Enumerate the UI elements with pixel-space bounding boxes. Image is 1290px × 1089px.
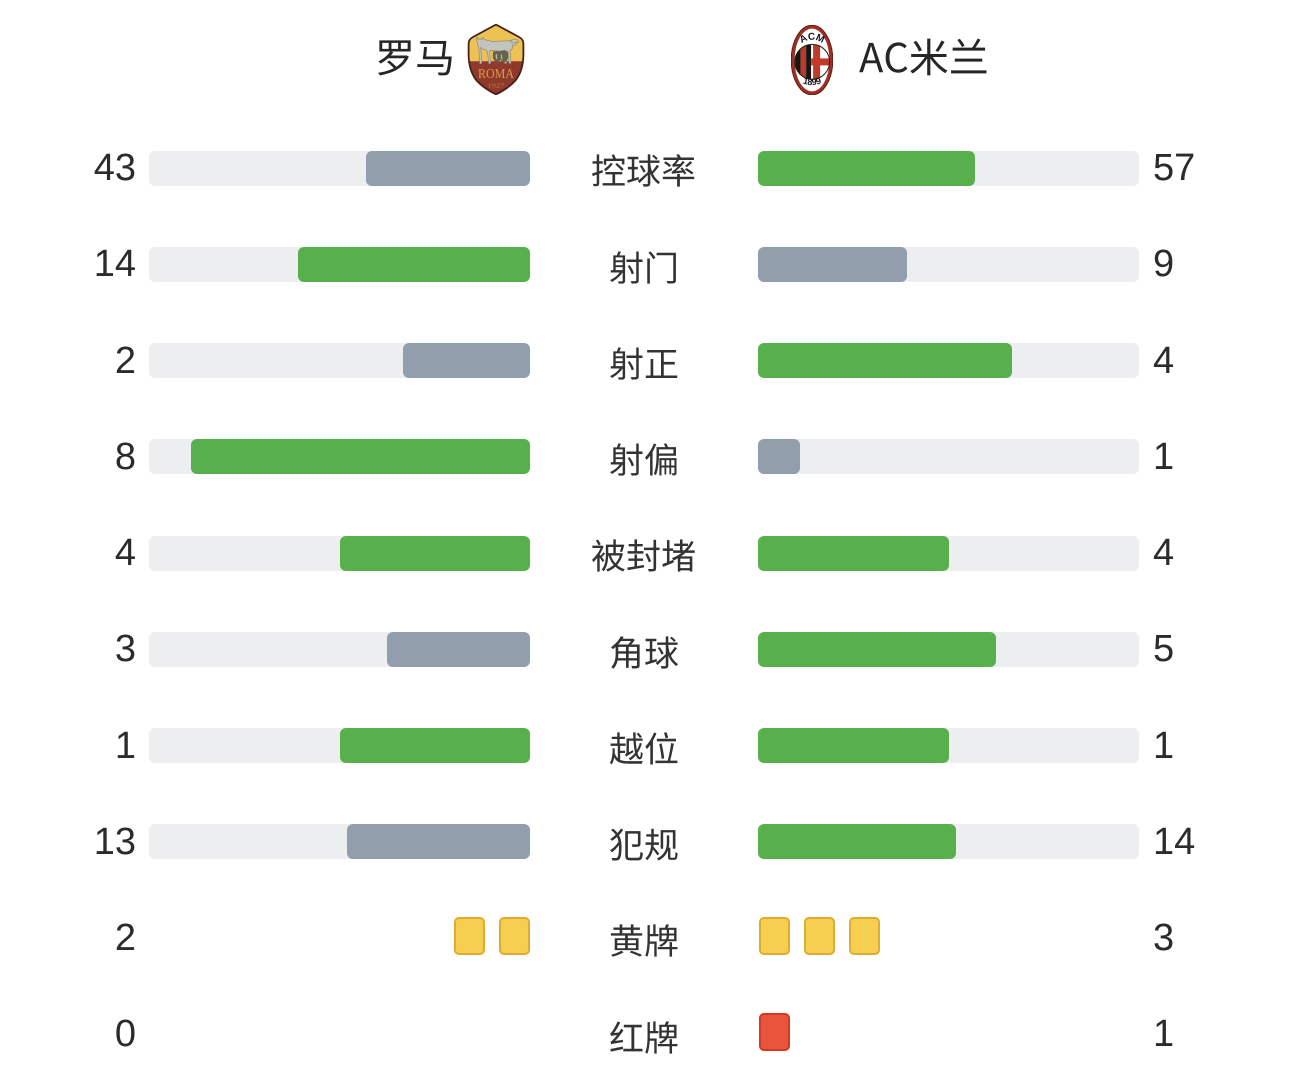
svg-text:ROMA: ROMA [478, 67, 515, 82]
svg-text:1899: 1899 [802, 76, 822, 88]
svg-text:ACM: ACM [798, 32, 826, 46]
svg-text:1927: 1927 [488, 83, 506, 90]
